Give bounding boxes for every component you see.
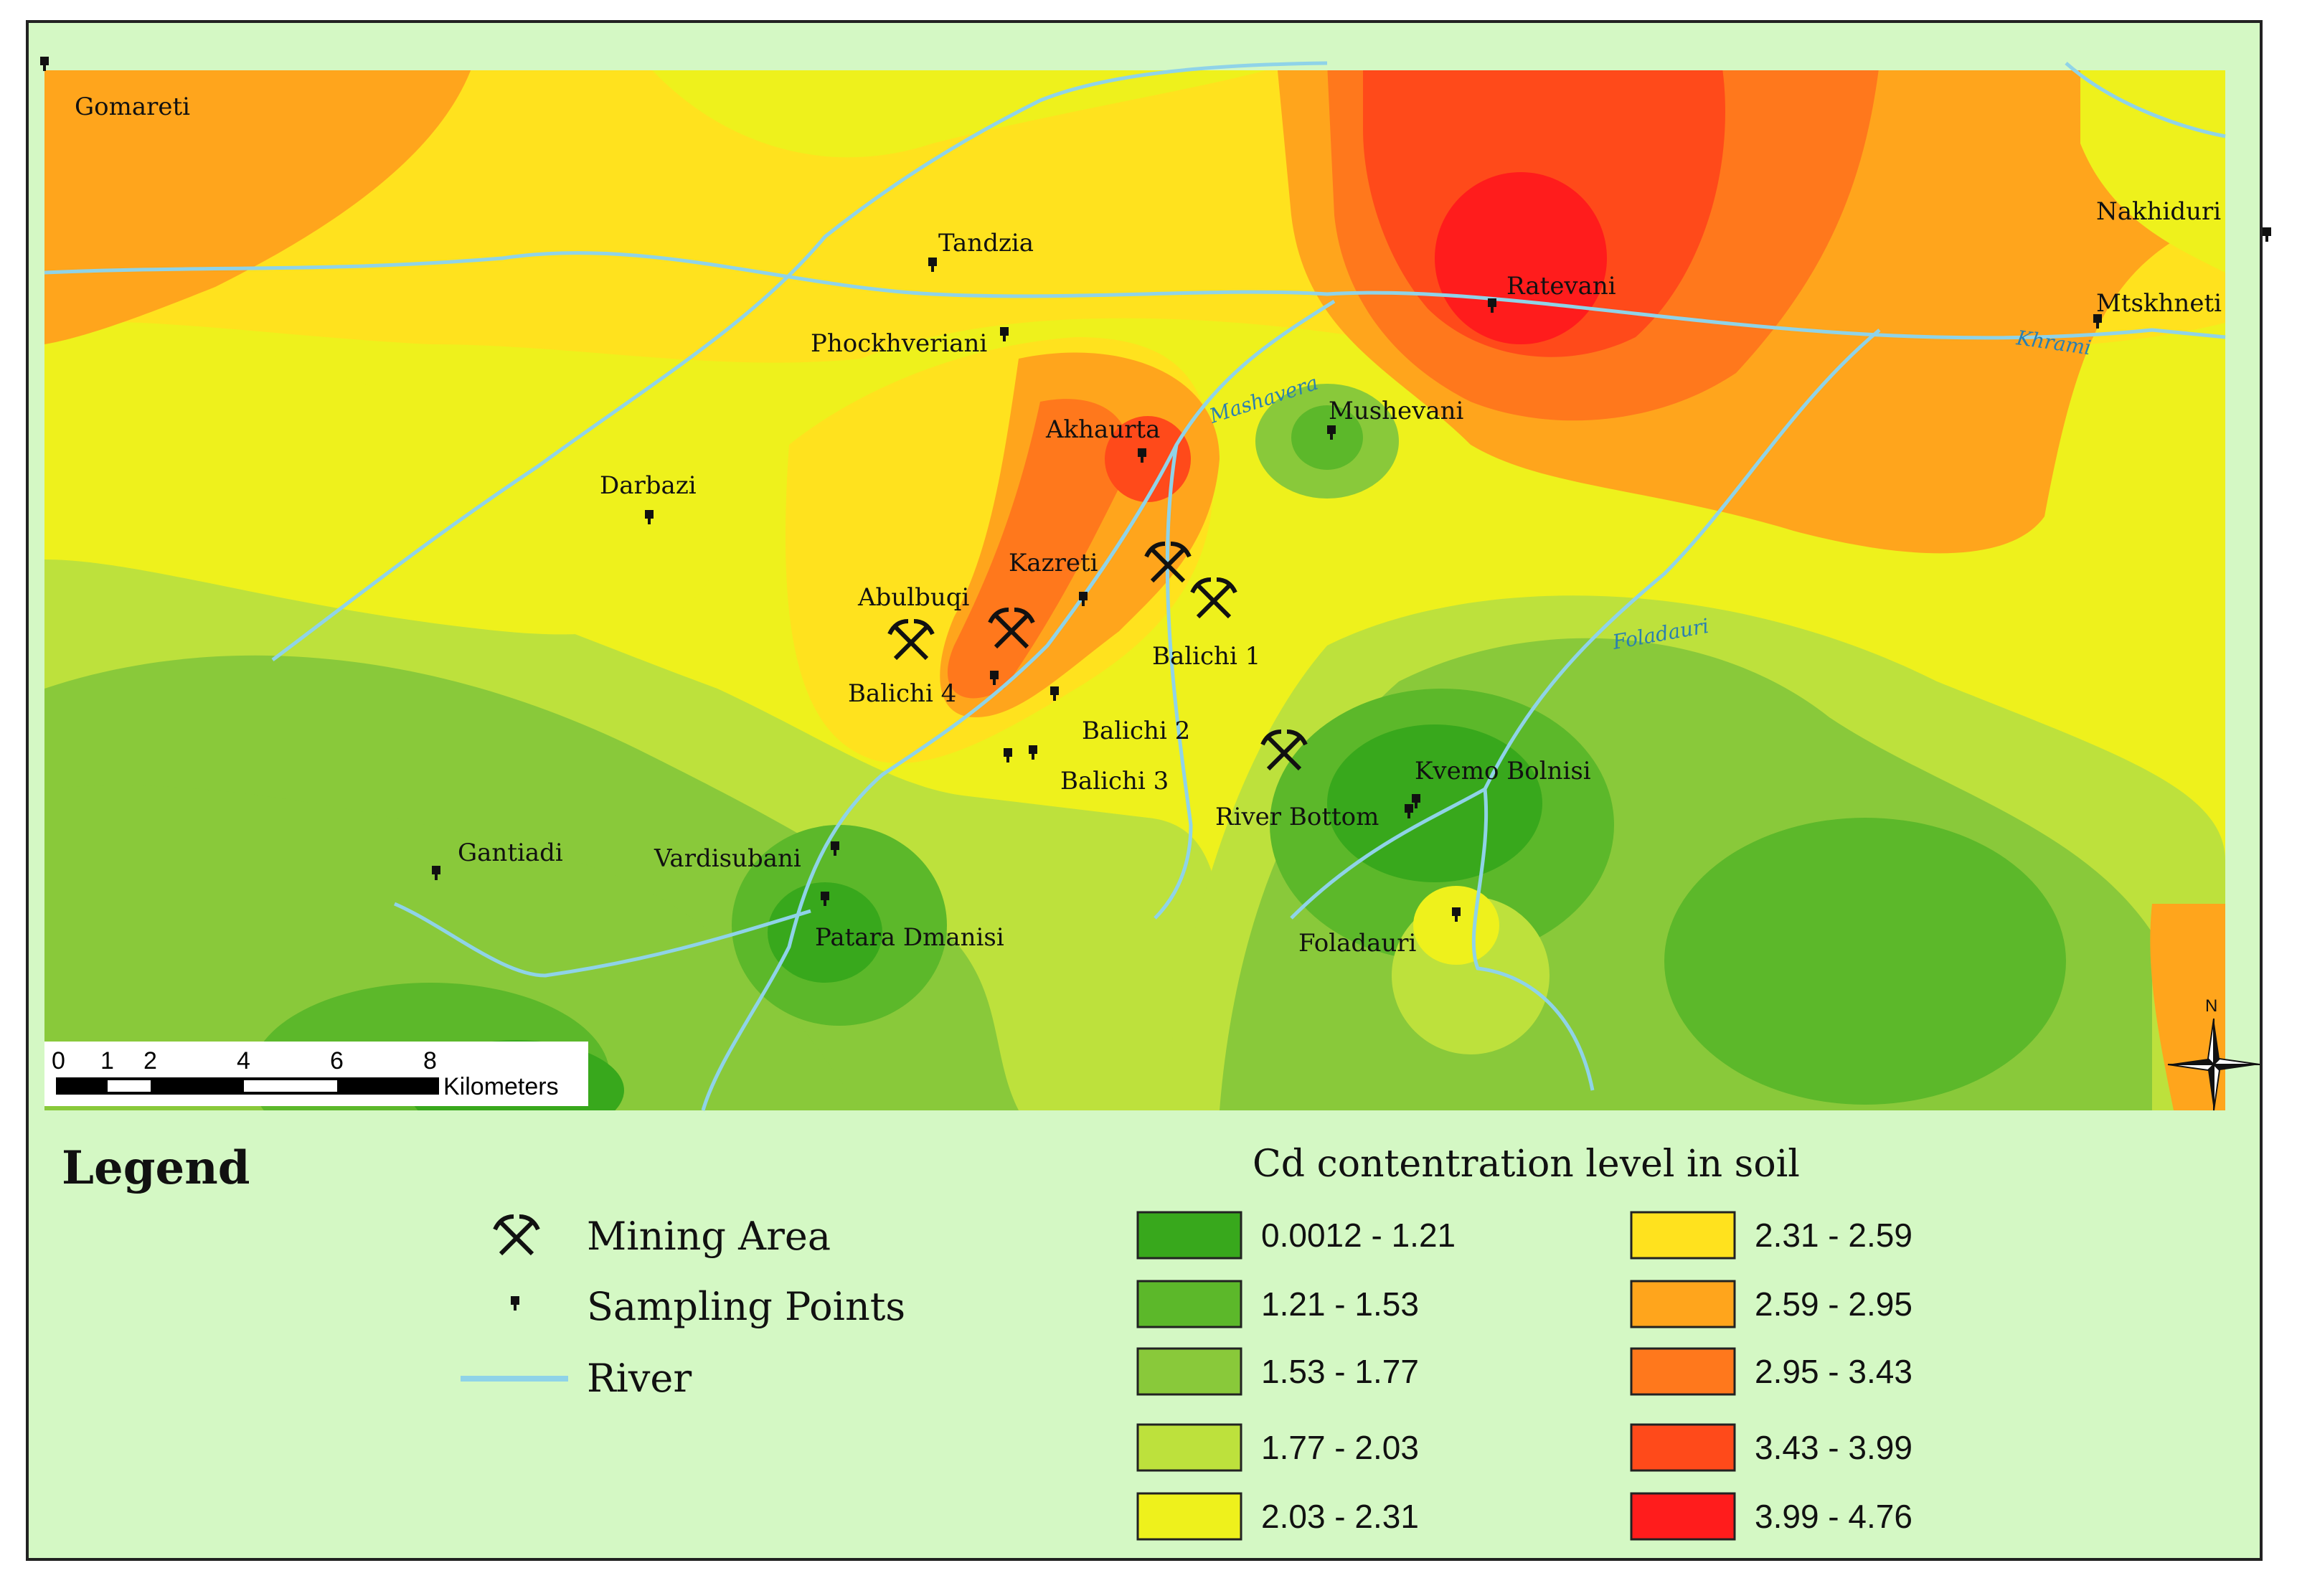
- town-label-akhaurta: Akhaurta: [1045, 415, 1160, 444]
- cd-surface: [44, 63, 2225, 1110]
- north-label: N: [2205, 996, 2217, 1016]
- cd-class-label: 3.99 - 4.76: [1755, 1498, 1912, 1535]
- scale-tick-2: 2: [143, 1047, 157, 1075]
- cd-class-label: 2.31 - 2.59: [1755, 1217, 1912, 1254]
- scale-tick-1: 1: [100, 1047, 114, 1075]
- town-label-gomareti: Gomareti: [75, 93, 190, 121]
- legend: Legend Mining Area Sampling Points River…: [62, 1141, 1912, 1541]
- cd-class-list: 0.0012 - 1.21 1.21 - 1.53 1.53 - 1.77 1.77 …: [1136, 1211, 1912, 1541]
- town-label-kazreti: Kazreti: [1009, 549, 1098, 577]
- rivers: [44, 61, 2226, 1111]
- scale-tick-8: 8: [423, 1047, 437, 1075]
- cd-class-swatch: [1630, 1492, 1736, 1541]
- town-label-kvemo-bolnisi: Kvemo Bolnisi: [1415, 757, 1591, 785]
- legend-mining-area-label: Mining Area: [587, 1214, 831, 1259]
- town-label-mtskhneti: Mtskhneti: [2096, 289, 2222, 318]
- river-northern-trib: [271, 61, 1328, 661]
- town-label-nakhiduri: Nakhiduri: [2096, 197, 2221, 226]
- town-label-abulbuqi: Abulbuqi: [857, 583, 970, 612]
- scale-tick-0: 0: [52, 1047, 65, 1075]
- cd-class-label: 2.59 - 2.95: [1755, 1285, 1912, 1323]
- cd-class-label: 1.21 - 1.53: [1261, 1285, 1419, 1323]
- cd-class-swatch: [1136, 1492, 1242, 1541]
- cd-class-label: 1.53 - 1.77: [1261, 1353, 1419, 1390]
- cd-class-swatch: [1136, 1280, 1242, 1328]
- town-label-phockhveriani: Phockhveriani: [811, 329, 987, 358]
- cd-class-label: 2.03 - 2.31: [1261, 1498, 1419, 1535]
- town-label-ratevani: Ratevani: [1506, 272, 1616, 301]
- town-label-balichi-2: Balichi 2: [1082, 717, 1190, 745]
- town-label-balichi-4: Balichi 4: [848, 679, 956, 708]
- river-ne: [2065, 62, 2226, 138]
- north-arrow: N: [2167, 996, 2260, 1111]
- cd-class-label: 2.95 - 3.43: [1755, 1353, 1912, 1390]
- cd-class-swatch: [1136, 1423, 1242, 1472]
- town-label-darbazi: Darbazi: [600, 471, 697, 500]
- town-label-foladauri: Foladauri: [1298, 929, 1417, 958]
- cd-class-swatch: [1630, 1211, 1736, 1260]
- river-mashavera: [701, 299, 1336, 1111]
- cd-class-swatch: [1136, 1211, 1242, 1260]
- cd-legend-title: Cd contentration level in soil: [1253, 1143, 1800, 1186]
- town-label-gantiadi: Gantiadi: [458, 839, 563, 867]
- cd-class-swatch: [1630, 1423, 1736, 1472]
- town-labels: Gomareti Tandzia Phockhveriani Ratevani …: [75, 93, 2222, 958]
- cd-class-swatch: [1136, 1347, 1242, 1396]
- legend-title: Legend: [62, 1141, 250, 1195]
- town-label-patara-dmanisi: Patara Dmanisi: [815, 923, 1004, 952]
- town-label-balichi-3: Balichi 3: [1060, 767, 1169, 795]
- sampling-point-icon: [2263, 227, 2271, 242]
- river-central-east: [1154, 444, 1193, 920]
- scale-tick-6: 6: [330, 1047, 344, 1075]
- cd-class-label: 3.43 - 3.99: [1755, 1429, 1912, 1466]
- town-label-tandzia: Tandzia: [938, 229, 1034, 258]
- legend-river-label: River: [587, 1356, 692, 1401]
- legend-mining-area-icon: [495, 1217, 538, 1254]
- cd-class-label: 0.0012 - 1.21: [1261, 1217, 1456, 1254]
- town-label-mushevani: Mushevani: [1329, 397, 1464, 425]
- legend-sampling-points-label: Sampling Points: [587, 1284, 905, 1329]
- scale-bar: 0 1 2 4 6 8 Kilometers: [44, 1042, 588, 1106]
- cd-class-swatch: [1630, 1280, 1736, 1328]
- cd-class-label: 1.77 - 2.03: [1261, 1429, 1419, 1466]
- river-foladauri-south: [1471, 788, 1595, 1091]
- legend-sampling-point-icon: [511, 1296, 519, 1311]
- scale-unit: Kilometers: [443, 1073, 559, 1100]
- river-khrami: [44, 251, 2226, 340]
- river-west: [394, 902, 811, 978]
- cd-class-swatch: [1630, 1347, 1736, 1396]
- town-label-balichi-1: Balichi 1: [1152, 642, 1260, 671]
- town-label-river-bottom: River Bottom: [1215, 803, 1379, 831]
- river-foladauri: [1290, 329, 1881, 920]
- town-label-vardisubani: Vardisubani: [654, 844, 801, 873]
- scale-tick-4: 4: [237, 1047, 250, 1075]
